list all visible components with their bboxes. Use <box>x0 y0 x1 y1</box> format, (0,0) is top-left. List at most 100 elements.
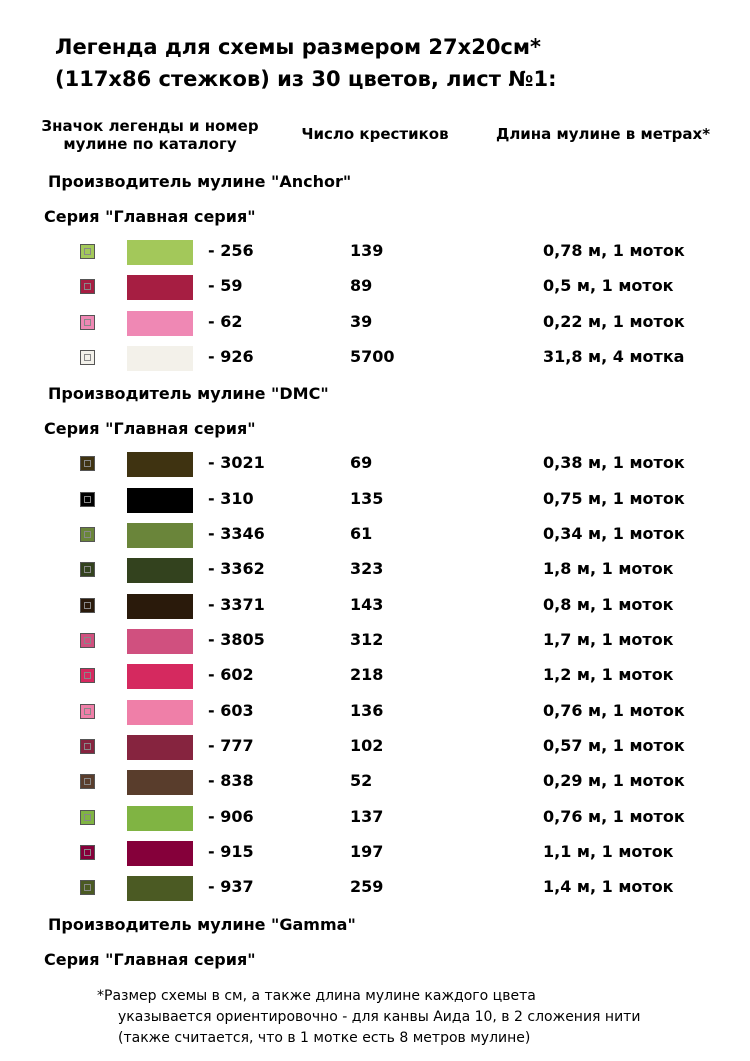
floss-length: 0,8 м, 1 моток <box>543 594 674 614</box>
floss-length: 31,8 м, 4 мотка <box>543 346 685 366</box>
floss-number: - 59 <box>208 276 243 296</box>
floss-number: - 602 <box>208 665 254 685</box>
floss-length: 0,76 м, 1 моток <box>543 700 685 720</box>
manufacturer: Производитель мулине "Anchor" <box>48 172 352 191</box>
legend-symbol <box>80 244 95 259</box>
legend-symbol <box>80 738 95 754</box>
column-header: Значок легенды и номер <box>41 117 259 135</box>
title-line: Легенда для схемы размером 27x20см* <box>55 35 542 59</box>
footnote-line: (также считается, что в 1 мотке есть 8 м… <box>118 1030 531 1046</box>
floss-length: 0,34 м, 1 моток <box>543 523 685 543</box>
floss-number: - 3021 <box>208 453 265 473</box>
floss-length: 0,38 м, 1 моток <box>543 453 685 473</box>
legend-symbol <box>80 632 95 648</box>
floss-length: 0,78 м, 1 моток <box>543 241 685 260</box>
floss-length: 1,1 м, 1 моток <box>543 841 674 861</box>
color-swatch <box>127 522 193 548</box>
color-swatch <box>127 487 193 513</box>
floss-number: - 3362 <box>208 559 265 579</box>
color-swatch <box>127 452 193 478</box>
stitch-count: 143 <box>350 594 384 614</box>
legend-symbol <box>80 809 95 825</box>
stitch-count: 218 <box>350 665 384 685</box>
stitch-count: 102 <box>350 735 384 755</box>
floss-length: 1,8 м, 1 моток <box>543 559 674 579</box>
color-swatch <box>127 558 193 584</box>
color-swatch <box>127 876 193 902</box>
floss-length: 0,5 м, 1 моток <box>543 276 674 296</box>
stitch-count: 323 <box>350 559 384 579</box>
floss-number: - 3805 <box>208 629 265 649</box>
manufacturer: Производитель мулине "DMC" <box>48 384 329 404</box>
color-swatch <box>127 275 193 301</box>
legend-symbol <box>80 349 95 365</box>
floss-number: - 906 <box>208 806 254 826</box>
stitch-count: 312 <box>350 629 384 649</box>
stitch-count: 69 <box>350 453 373 473</box>
stitch-count: 5700 <box>350 346 395 366</box>
column-header: мулине по каталогу <box>63 135 237 153</box>
floss-length: 1,2 м, 1 моток <box>543 665 674 685</box>
legend-symbol <box>80 880 95 896</box>
stitch-count: 39 <box>350 311 373 331</box>
floss-number: - 256 <box>208 241 254 260</box>
series: Серия "Главная серия" <box>44 949 256 969</box>
color-swatch <box>127 770 193 796</box>
floss-length: 0,76 м, 1 моток <box>543 806 685 826</box>
color-swatch <box>127 840 193 866</box>
floss-number: - 3346 <box>208 523 265 543</box>
legend-symbol <box>80 844 95 860</box>
legend-symbol <box>80 526 95 542</box>
legend-symbol <box>80 491 95 507</box>
floss-length: 0,75 м, 1 моток <box>543 488 685 508</box>
color-swatch <box>127 310 193 336</box>
floss-number: - 937 <box>208 877 254 897</box>
color-swatch <box>127 734 193 760</box>
column-header: Число крестиков <box>301 125 449 143</box>
floss-length: 1,4 м, 1 моток <box>543 877 674 897</box>
legend-symbol <box>80 668 95 684</box>
legend-symbol <box>80 562 95 578</box>
color-swatch <box>127 628 193 654</box>
footnote-line: указывается ориентировочно - для канвы А… <box>118 1009 641 1025</box>
stitch-count: 139 <box>350 241 384 260</box>
floss-number: - 310 <box>208 488 254 508</box>
legend-symbol <box>80 703 95 719</box>
stitch-count: 259 <box>350 877 384 897</box>
floss-length: 1,7 м, 1 моток <box>543 629 674 649</box>
stitch-count: 197 <box>350 841 384 861</box>
legend-symbol <box>80 456 95 472</box>
floss-number: - 926 <box>208 346 254 366</box>
floss-number: - 915 <box>208 841 254 861</box>
legend-symbol <box>80 279 95 295</box>
color-swatch <box>127 805 193 831</box>
floss-number: - 838 <box>208 771 254 791</box>
stitch-count: 135 <box>350 488 384 508</box>
color-swatch <box>127 593 193 619</box>
color-swatch <box>127 664 193 690</box>
floss-length: 0,57 м, 1 моток <box>543 735 685 755</box>
floss-number: - 603 <box>208 700 254 720</box>
stitch-count: 61 <box>350 523 373 543</box>
floss-length: 0,22 м, 1 моток <box>543 311 685 331</box>
manufacturer: Производитель мулине "Gamma" <box>48 914 356 934</box>
stitch-count: 89 <box>350 276 373 296</box>
stitch-count: 52 <box>350 771 373 791</box>
floss-number: - 3371 <box>208 594 265 614</box>
color-swatch <box>127 345 193 371</box>
legend-symbol <box>80 597 95 613</box>
floss-length: 0,29 м, 1 моток <box>543 771 685 791</box>
color-swatch <box>127 240 193 265</box>
series: Серия "Главная серия" <box>44 419 256 439</box>
legend-symbol <box>80 314 95 330</box>
floss-number: - 62 <box>208 311 243 331</box>
column-header: Длина мулине в метрах* <box>495 125 711 143</box>
title-line: (117x86 стежков) из 30 цветов, лист №1: <box>55 67 557 91</box>
floss-number: - 777 <box>208 735 254 755</box>
series: Серия "Главная серия" <box>44 207 256 226</box>
footnote-line: *Размер схемы в см, а также длина мулине… <box>97 988 536 1004</box>
stitch-count: 136 <box>350 700 384 720</box>
legend-symbol <box>80 774 95 790</box>
stitch-count: 137 <box>350 806 384 826</box>
